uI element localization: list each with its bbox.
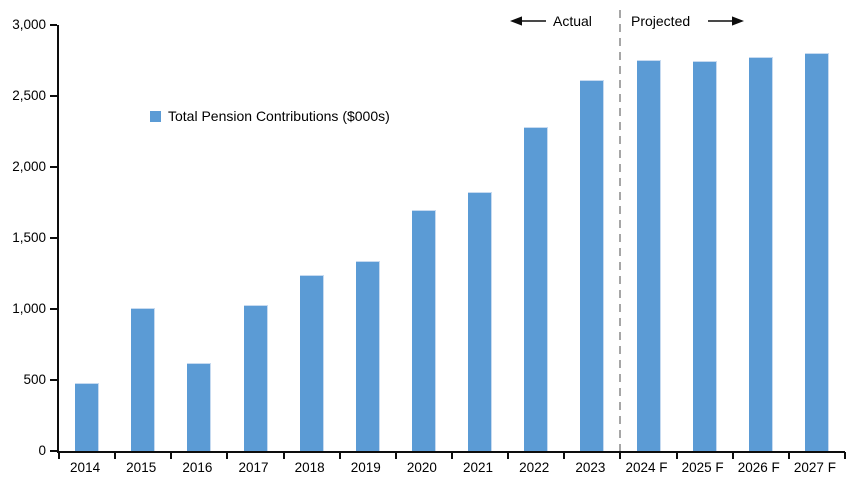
y-axis-tick-label: 2,000 bbox=[12, 159, 46, 174]
x-axis-label: 2024 F bbox=[625, 460, 668, 475]
legend-label: Total Pension Contributions ($000s) bbox=[168, 108, 390, 124]
legend: Total Pension Contributions ($000s) bbox=[150, 108, 390, 124]
x-axis-tick-mark bbox=[282, 452, 285, 459]
x-axis-label: 2023 bbox=[575, 460, 606, 475]
arrow-left-icon bbox=[510, 16, 546, 26]
x-axis-tick-mark bbox=[114, 452, 117, 459]
x-axis-label: 2019 bbox=[350, 460, 381, 475]
projected-label: Projected bbox=[631, 13, 691, 29]
x-axis-tick-labels: 2014 2015 2016 2017 2018 2019 2020 2021 2022 2023… bbox=[57, 460, 843, 478]
x-axis-tick-mark bbox=[394, 452, 397, 459]
y-axis-tick-label: 1,500 bbox=[12, 230, 46, 245]
bar-2014 bbox=[75, 382, 100, 451]
bar-2018 bbox=[299, 274, 324, 451]
x-axis-tick-mark bbox=[787, 452, 790, 459]
bar-2022 bbox=[524, 126, 549, 451]
legend-swatch-icon bbox=[150, 110, 161, 122]
plot-area bbox=[50, 10, 846, 459]
x-axis-label: 2017 bbox=[238, 460, 269, 475]
bar-2023 bbox=[580, 79, 605, 451]
bar-2026-f bbox=[748, 56, 773, 451]
y-axis-tick-label: 2,500 bbox=[12, 88, 46, 103]
y-axis-tick-label: 500 bbox=[23, 372, 46, 387]
x-axis-label: 2021 bbox=[463, 460, 494, 475]
bar-2020 bbox=[411, 210, 436, 451]
x-axis-label: 2020 bbox=[406, 460, 437, 475]
bar-2021 bbox=[468, 191, 493, 451]
x-axis-tick-mark bbox=[451, 452, 453, 459]
y-axis-tick-mark bbox=[50, 166, 57, 168]
x-axis-tick-mark bbox=[226, 452, 229, 459]
bar-2015 bbox=[131, 308, 156, 451]
x-axis-label: 2027 F bbox=[793, 460, 836, 475]
x-axis-label: 2018 bbox=[294, 460, 325, 475]
x-axis-tick-mark bbox=[563, 452, 566, 459]
bar-2019 bbox=[355, 261, 380, 451]
y-axis-tick-label: 0 bbox=[38, 443, 46, 458]
actual-projected-divider bbox=[619, 10, 622, 451]
y-axis-tick-mark bbox=[50, 95, 57, 97]
x-axis-label: 2022 bbox=[519, 460, 550, 475]
x-axis-tick-mark bbox=[338, 452, 341, 459]
x-axis-tick-mark bbox=[675, 452, 678, 459]
y-axis-tick-mark bbox=[50, 24, 57, 26]
y-axis-tick-label: 1,000 bbox=[12, 301, 46, 316]
x-axis-tick-mark bbox=[170, 452, 173, 459]
y-axis-tick-mark bbox=[50, 450, 57, 452]
x-axis-tick-mark bbox=[731, 452, 734, 459]
y-axis-tick-mark bbox=[50, 237, 57, 239]
bar-2017 bbox=[243, 304, 268, 451]
x-axis-label: 2025 F bbox=[681, 460, 724, 475]
x-axis-tick-mark bbox=[58, 452, 60, 459]
actual-label: Actual bbox=[553, 13, 592, 29]
bar-2027-f bbox=[804, 52, 829, 451]
x-axis-label: 2015 bbox=[126, 460, 157, 475]
x-axis-label: 2026 F bbox=[737, 460, 780, 475]
y-axis-tick-labels: 0 500 1,000 1,500 2,000 2,500 3,000 bbox=[0, 17, 46, 458]
x-axis-tick-mark bbox=[507, 452, 510, 459]
bar-2016 bbox=[187, 362, 212, 451]
bar-2025-f bbox=[692, 60, 717, 451]
x-axis-label: 2016 bbox=[182, 460, 213, 475]
x-axis-tick-mark bbox=[619, 452, 622, 459]
x-axis-tick-mark bbox=[844, 452, 846, 459]
x-axis-label: 2014 bbox=[70, 460, 101, 475]
bar-2024-f bbox=[636, 59, 661, 451]
y-axis-tick-mark bbox=[50, 308, 57, 310]
y-axis-tick-mark bbox=[50, 379, 57, 381]
y-axis-tick-label: 3,000 bbox=[12, 17, 46, 32]
arrow-right-icon bbox=[708, 16, 744, 26]
